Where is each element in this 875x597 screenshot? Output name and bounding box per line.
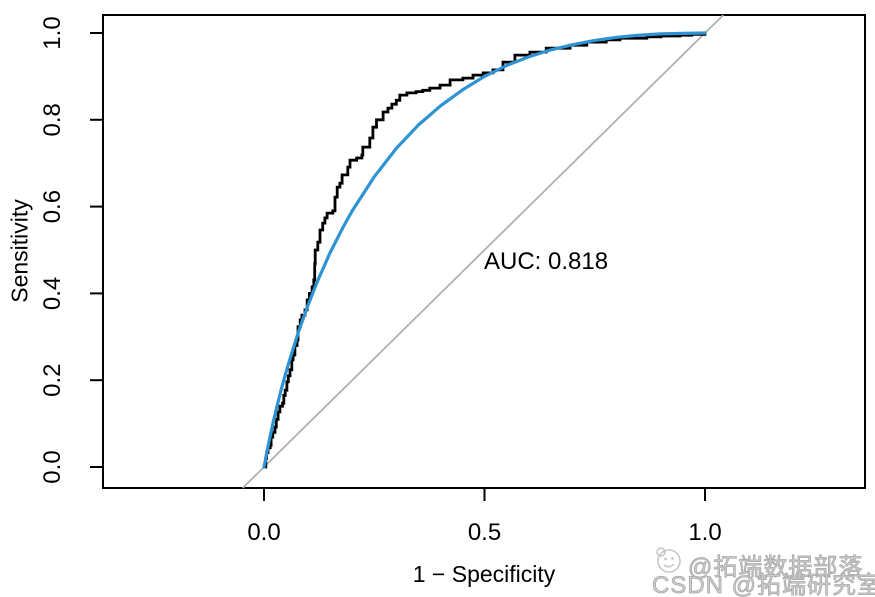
x-axis-title: 1 − Specificity [412,561,556,587]
x-tick-label: 1.0 [688,519,721,546]
x-tick-label: 0.5 [468,519,501,546]
watermark-line-1: @拓端数据部落 [688,554,864,582]
doodle-face-icon [656,547,681,573]
auc-annotation: AUC: 0.818 [484,248,609,275]
smooth-roc-curve [262,31,707,469]
chance-diagonal [242,14,724,489]
y-tick-label: 1.0 [39,16,66,49]
x-tick-label: 0.0 [247,519,280,546]
y-axis-title: Sensitivity [6,199,33,303]
y-tick-label: 0.4 [39,277,66,310]
watermark-line-2: CSDN @拓端研究室 [652,572,875,597]
y-tick-label: 0.8 [39,103,66,136]
y-tick-label: 0.2 [39,364,66,397]
y-tick-label: 0.0 [39,450,66,483]
y-tick-label: 0.6 [39,190,66,223]
